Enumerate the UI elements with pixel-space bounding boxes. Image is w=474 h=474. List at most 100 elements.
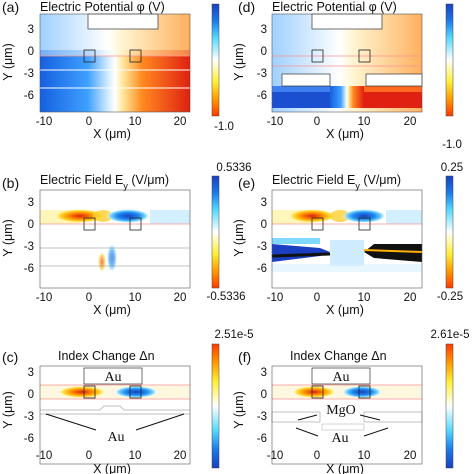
ytick: 0 — [28, 389, 34, 401]
panel-b-plot — [39, 189, 191, 289]
panel-e-label: (e) — [238, 175, 255, 191]
ytick: -6 — [257, 263, 267, 275]
panel-e-yticks: 3 0 -3 -6 — [257, 197, 267, 275]
xtick: -10 — [267, 292, 284, 304]
colorbar-min: -0.25 — [437, 291, 463, 303]
panel-c-label: (c) — [2, 349, 18, 365]
xtick: 20 — [174, 292, 187, 304]
panel-b: (b) Electric Field Ey (V/μm) 3 0 -3 -6 -… — [1, 162, 252, 317]
panel-e-xlabel: X (μm) — [326, 303, 364, 317]
panel-e-plot — [271, 189, 423, 289]
ytick: -6 — [24, 263, 34, 275]
ytick: -3 — [257, 68, 267, 80]
colorbar-min: -0.5336 — [206, 291, 245, 303]
panel-c-xticks: -10 0 10 20 — [36, 450, 187, 462]
xtick: 0 — [314, 292, 320, 304]
au-bottom-label: Au — [107, 430, 124, 445]
xtick: 10 — [129, 116, 142, 128]
ytick: 3 — [261, 367, 267, 379]
ytick: 0 — [28, 46, 34, 58]
ytick: 3 — [261, 197, 267, 209]
panel-b-label: (b) — [2, 175, 19, 191]
panel-a-label: (a) — [2, 0, 19, 15]
colorbar-max: 2.51e-5 — [214, 329, 253, 341]
panel-c-xlabel: X (μm) — [93, 462, 131, 474]
ytick: -3 — [257, 411, 267, 423]
panel-b-title: Electric Field Ey (V/μm) — [40, 173, 169, 191]
panel-b-colorbar: 0.5336 -0.5336 — [206, 162, 251, 303]
ytick: -3 — [257, 241, 267, 253]
xtick: 0 — [314, 116, 320, 128]
ytick: -6 — [24, 433, 34, 445]
xtick: 0 — [86, 450, 92, 462]
panel-f-xlabel: X (μm) — [326, 462, 364, 474]
title-sub: y — [123, 181, 128, 191]
ytick: -6 — [257, 433, 267, 445]
xtick: 0 — [86, 116, 92, 128]
panel-c: Au Au (c) Index Change Δn 3 0 -3 -6 -10 … — [1, 329, 254, 474]
panel-f: Au MgO Au (f) Index Change Δn 3 0 -3 -6 … — [232, 329, 470, 474]
xtick: 10 — [129, 292, 142, 304]
xtick: 10 — [358, 116, 371, 128]
panel-e: (e) Electric Field Ey (V/μm) 3 0 -3 -6 -… — [232, 162, 463, 317]
panel-d-yticks: 3 0 -3 -6 — [257, 24, 267, 102]
panel-a: (a) Electric Potential φ (V) 3 0 -3 -6 -… — [1, 0, 234, 141]
colorbar-max: 2.61e-5 — [430, 329, 469, 341]
panel-a-xlabel: X (μm) — [93, 127, 131, 141]
xtick: 0 — [314, 450, 320, 462]
ytick: 0 — [28, 219, 34, 231]
ytick: 0 — [261, 389, 267, 401]
panel-e-colorbar: 0.25 -0.25 — [437, 162, 463, 303]
ytick: -6 — [24, 90, 34, 102]
panel-d-title: Electric Potential φ (V) — [272, 0, 397, 14]
panel-b-xlabel: X (μm) — [93, 303, 131, 317]
ytick: -3 — [24, 411, 34, 423]
au-top-label: Au — [104, 370, 121, 385]
panel-d: (d) Electric Potential φ (V) 3 0 -3 -6 -… — [232, 0, 462, 151]
panel-b-ylabel: Y (μm) — [1, 219, 15, 257]
panel-e-title: Electric Field Ey (V/μm) — [272, 173, 401, 191]
colorbar-max: 0.25 — [441, 162, 463, 174]
ytick: 3 — [28, 367, 34, 379]
xtick: 20 — [174, 450, 187, 462]
panel-d-ylabel: Y (μm) — [232, 43, 246, 81]
panel-b-yticks: 3 0 -3 -6 — [24, 197, 34, 275]
panel-c-title: Index Change Δn — [58, 349, 155, 363]
title-main: Electric Field E — [40, 173, 123, 187]
panel-f-label: (f) — [238, 349, 251, 365]
title-sub: y — [355, 181, 360, 191]
panel-c-colorbar: 2.51e-5 — [211, 329, 254, 469]
title-unit: (V/μm) — [128, 173, 169, 187]
ytick: -6 — [257, 90, 267, 102]
panel-f-colorbar: 2.61e-5 — [430, 329, 470, 469]
panel-a-ylabel: Y (μm) — [1, 43, 15, 81]
au-bottom-label: Au — [331, 431, 348, 446]
panel-a-yticks: 3 0 -3 -6 — [24, 24, 34, 102]
panel-a-plot — [39, 13, 191, 113]
xtick: 20 — [174, 116, 187, 128]
panel-c-ylabel: Y (μm) — [1, 391, 15, 429]
panel-c-yticks: 3 0 -3 -6 — [24, 367, 34, 445]
xtick: 10 — [358, 450, 371, 462]
panel-a-title: Electric Potential φ (V) — [40, 0, 165, 14]
ytick: 0 — [261, 46, 267, 58]
xtick: 20 — [404, 116, 417, 128]
panel-f-plot — [271, 365, 423, 465]
ytick: 0 — [261, 219, 267, 231]
au-top-label: Au — [332, 370, 349, 385]
title-main: Electric Field E — [272, 173, 355, 187]
panel-e-ylabel: Y (μm) — [232, 219, 246, 257]
xtick: 10 — [129, 450, 142, 462]
panel-c-plot — [39, 365, 191, 465]
panel-f-yticks: 3 0 -3 -6 — [257, 367, 267, 445]
xtick: 20 — [404, 292, 417, 304]
xtick: -10 — [36, 116, 53, 128]
panel-b-xticks: -10 0 10 20 — [36, 292, 187, 304]
colorbar-min: -1.0 — [442, 139, 462, 151]
title-unit: (V/μm) — [360, 173, 401, 187]
xtick: 10 — [358, 292, 371, 304]
mgo-label: MgO — [326, 403, 356, 418]
panel-f-xticks: -10 0 10 20 — [267, 450, 417, 462]
panel-d-xticks: -10 0 10 20 — [267, 116, 417, 128]
